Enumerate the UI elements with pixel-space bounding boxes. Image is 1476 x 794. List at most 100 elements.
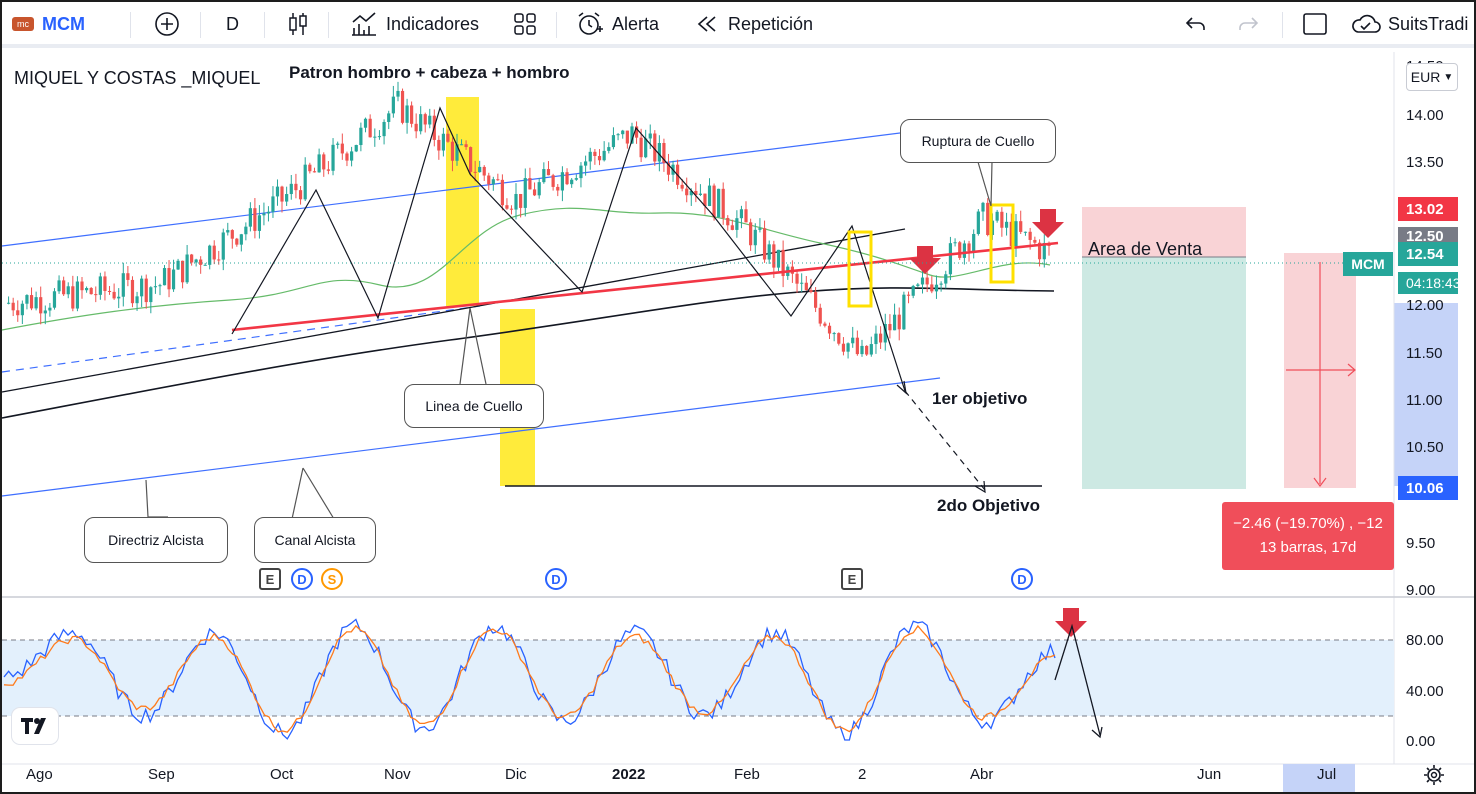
candle-body xyxy=(662,143,666,163)
candle-body xyxy=(869,344,873,355)
cloud-check-icon xyxy=(1352,14,1381,33)
candle-body xyxy=(171,269,176,290)
candle-body xyxy=(906,294,911,296)
candle-body xyxy=(972,233,976,252)
toolbar-divider xyxy=(556,12,557,38)
candle-body xyxy=(39,297,43,314)
candle-body xyxy=(551,175,555,187)
interval-button[interactable]: D xyxy=(226,10,239,38)
candle-body xyxy=(1014,221,1018,247)
toolbar-divider xyxy=(264,12,265,38)
candle-body xyxy=(217,259,221,261)
x-tick: Feb xyxy=(734,766,760,783)
x-tick: Ago xyxy=(26,766,53,783)
candle-body xyxy=(962,243,966,258)
trend-black-line xyxy=(1,228,906,393)
dividend-event-marker[interactable]: D xyxy=(1011,568,1033,590)
channel-callout: Canal Alcista xyxy=(254,517,376,563)
break-callout-pointer xyxy=(977,161,993,207)
replay-button[interactable]: Repetición xyxy=(694,10,813,38)
candle-body xyxy=(391,96,395,114)
candle-body xyxy=(34,297,38,309)
measure-arrow-down xyxy=(1313,477,1327,487)
symbol-price-tag: MCM xyxy=(1343,252,1393,276)
candle-body xyxy=(981,202,985,212)
account-button[interactable]: SuitsTradi xyxy=(1350,10,1474,38)
candle-body xyxy=(419,114,423,132)
candle-body xyxy=(158,285,162,287)
candle-body xyxy=(1004,221,1009,228)
candle-body xyxy=(303,164,307,200)
account-label: SuitsTradi xyxy=(1388,13,1469,34)
candle-body xyxy=(382,121,386,137)
undo-button[interactable] xyxy=(1184,10,1208,38)
candle-body xyxy=(597,156,602,161)
earnings-event-marker[interactable]: E xyxy=(841,568,863,590)
candle-body xyxy=(584,161,588,166)
candle-body xyxy=(423,114,427,125)
candle-body xyxy=(98,276,102,295)
gear-icon[interactable] xyxy=(1424,765,1444,785)
currency-dropdown[interactable]: EUR ▼ xyxy=(1406,63,1458,91)
candle-body xyxy=(285,194,289,202)
indicators-button[interactable]: Indicadores xyxy=(350,10,479,38)
candle-body xyxy=(607,147,611,151)
candle-body xyxy=(235,238,239,245)
candle-body xyxy=(1019,221,1023,232)
candle-body xyxy=(52,291,57,308)
x-tick: Sep xyxy=(148,766,175,783)
target-range-axis-band xyxy=(1394,303,1458,486)
candle-body xyxy=(925,277,929,285)
compare-add-button[interactable] xyxy=(154,10,180,38)
moving-average-fast xyxy=(1,207,1051,331)
candle-body xyxy=(144,278,148,303)
templates-button[interactable] xyxy=(512,10,538,38)
candle-body xyxy=(135,296,139,304)
candle-body xyxy=(744,209,748,223)
chart-type-button[interactable] xyxy=(286,10,310,38)
redo-button[interactable] xyxy=(1236,10,1260,38)
dividend-event-marker[interactable]: D xyxy=(545,568,567,590)
candle-body xyxy=(832,333,836,335)
split-event-marker[interactable]: S xyxy=(321,568,343,590)
candle-body xyxy=(345,153,349,161)
last-price-tag: 12.54 xyxy=(1398,242,1458,266)
candle-body xyxy=(253,208,257,231)
candle-body xyxy=(546,169,551,176)
candle-body xyxy=(469,147,473,172)
candle-body xyxy=(140,278,144,297)
candle-body xyxy=(185,254,189,283)
candle-body xyxy=(203,264,207,266)
undo-icon xyxy=(1185,17,1205,30)
candle-body xyxy=(630,126,634,144)
candle-body xyxy=(837,333,841,344)
candle-body xyxy=(473,171,477,173)
layout-button[interactable] xyxy=(1302,10,1328,38)
dividend-event-marker[interactable]: D xyxy=(291,568,313,590)
candle-body xyxy=(437,139,441,151)
interval-label: D xyxy=(226,13,239,34)
candle-body xyxy=(644,138,648,158)
candle-body xyxy=(542,169,546,183)
symbol-search-button[interactable]: mc MCM xyxy=(12,10,85,38)
candle-body xyxy=(126,273,130,280)
candle-body xyxy=(712,185,716,218)
tradingview-logo[interactable] xyxy=(12,708,58,744)
candle-body xyxy=(317,154,321,173)
candle-body xyxy=(208,245,212,265)
earnings-event-marker[interactable]: E xyxy=(259,568,281,590)
currency-label: EUR xyxy=(1410,69,1441,85)
candle-body xyxy=(879,333,883,343)
candle-body xyxy=(176,260,180,270)
candle-body xyxy=(1028,231,1032,240)
candle-body xyxy=(846,343,850,352)
candle-body xyxy=(634,126,639,138)
alert-button[interactable]: Alerta xyxy=(576,10,659,38)
channel-lower-line xyxy=(1,377,941,497)
candle-body xyxy=(888,323,892,331)
candle-body xyxy=(312,171,317,173)
candle-body xyxy=(707,185,712,207)
candle-body xyxy=(257,215,262,231)
candle-body xyxy=(500,179,504,206)
